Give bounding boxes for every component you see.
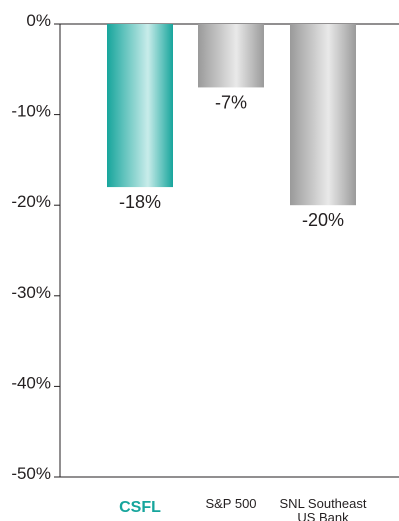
data-label: -20% (302, 210, 344, 230)
category-label-line: US Bank (297, 510, 349, 521)
category-label-line: SNL Southeast (280, 496, 367, 511)
y-tick-label: -30% (11, 283, 51, 302)
category-label-line: S&P 500 (205, 496, 256, 511)
y-tick-label: 0% (26, 11, 51, 30)
category-label: S&P 500 (205, 496, 256, 511)
data-label: -7% (215, 92, 247, 112)
y-tick-label: -20% (11, 192, 51, 211)
y-tick-label: -40% (11, 373, 51, 392)
bar-csfl (107, 24, 173, 188)
y-tick-label: -50% (11, 464, 51, 483)
data-label: -18% (119, 192, 161, 212)
bar-s-p-500 (198, 24, 264, 88)
category-label-line: CSFL (119, 499, 161, 516)
category-label: CSFL (119, 499, 161, 516)
y-tick-label: -10% (11, 102, 51, 121)
category-label: SNL Southeast US Bank (280, 496, 367, 521)
bar-snl-southeast-us-bank (290, 24, 356, 206)
